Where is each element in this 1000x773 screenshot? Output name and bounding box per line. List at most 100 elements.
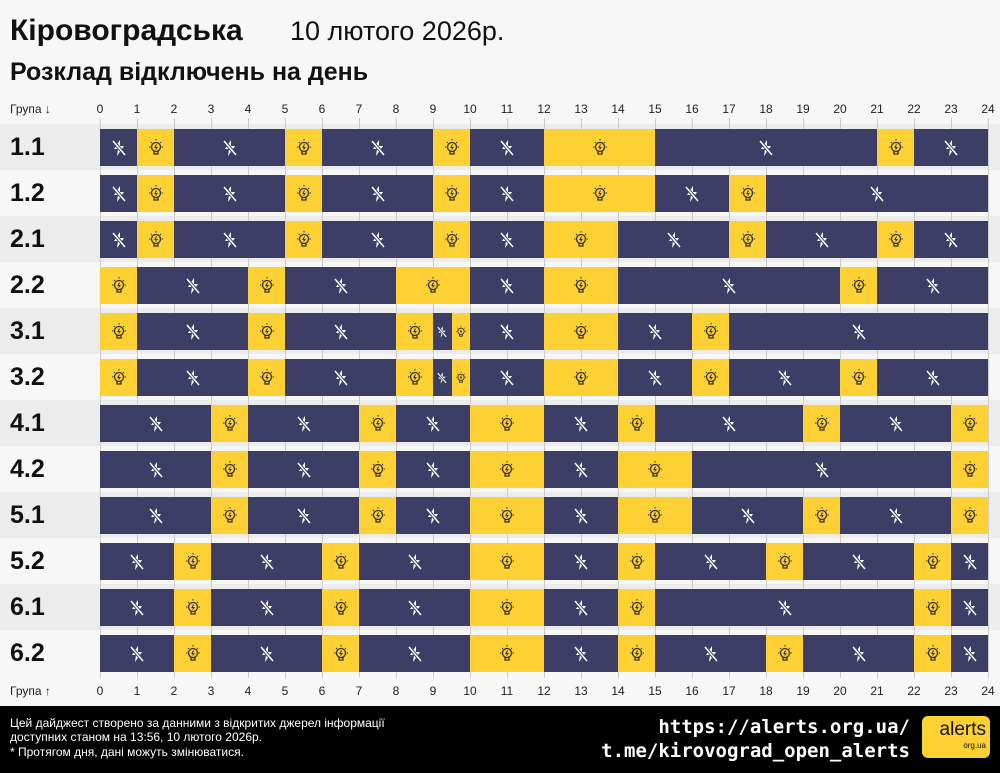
power-off-segment xyxy=(285,359,396,396)
power-off-segment xyxy=(396,451,470,488)
power-off-icon xyxy=(425,507,441,524)
power-on-segment xyxy=(803,405,840,442)
hour-gridline xyxy=(692,118,693,678)
light-bulb-icon xyxy=(777,552,792,569)
power-on-segment xyxy=(451,313,470,350)
power-off-icon xyxy=(777,599,792,616)
hour-tick-top: 7 xyxy=(355,102,363,116)
hour-tick-bottom: 12 xyxy=(537,684,551,698)
power-off-segment xyxy=(211,589,322,626)
power-off-icon xyxy=(962,645,977,662)
power-off-icon xyxy=(573,461,589,478)
light-bulb-icon xyxy=(407,322,422,339)
power-off-segment xyxy=(211,543,322,580)
hour-tick-bottom: 10 xyxy=(463,684,477,698)
group-label: 5.2 xyxy=(10,547,45,575)
light-bulb-icon xyxy=(592,138,607,155)
group-label: 6.2 xyxy=(10,639,45,667)
hour-tick-top: 11 xyxy=(500,102,514,116)
light-bulb-icon xyxy=(222,506,237,523)
power-off-segment xyxy=(544,635,618,672)
power-off-icon xyxy=(943,139,959,156)
hour-tick-bottom: 15 xyxy=(648,684,662,698)
hour-tick-bottom: 8 xyxy=(392,684,400,698)
light-bulb-icon xyxy=(925,552,940,569)
light-bulb-icon xyxy=(592,184,607,201)
power-off-segment xyxy=(396,497,470,534)
power-off-icon xyxy=(296,507,311,524)
power-on-segment xyxy=(285,129,322,166)
hour-tick-bottom: 13 xyxy=(574,684,588,698)
power-off-segment xyxy=(655,405,803,442)
power-off-icon xyxy=(573,645,589,662)
hour-tick-top: 14 xyxy=(611,102,625,116)
power-on-segment xyxy=(470,405,544,442)
power-off-segment xyxy=(914,221,988,258)
hour-gridline xyxy=(285,118,286,678)
power-off-segment xyxy=(359,543,470,580)
power-on-segment xyxy=(137,221,174,258)
power-off-segment xyxy=(655,129,877,166)
light-bulb-icon xyxy=(648,506,662,523)
hour-tick-top: 15 xyxy=(648,102,662,116)
site-link[interactable]: https://alerts.org.ua/ xyxy=(658,716,910,738)
light-bulb-icon xyxy=(629,598,644,615)
light-bulb-icon xyxy=(629,414,644,431)
power-off-icon xyxy=(499,231,515,248)
power-off-icon xyxy=(943,231,959,248)
power-on-segment xyxy=(211,497,248,534)
light-bulb-icon xyxy=(296,230,311,247)
power-off-segment xyxy=(618,267,840,304)
light-bulb-icon xyxy=(777,644,792,661)
hour-tick-top: 24 xyxy=(981,102,995,116)
light-bulb-icon xyxy=(925,598,940,615)
light-bulb-icon xyxy=(629,644,644,661)
hour-tick-top: 22 xyxy=(907,102,921,116)
footer-note: доступних станом на 13:56, 10 лютого 202… xyxy=(10,730,262,744)
telegram-link[interactable]: t.me/kirovograd_open_alerts xyxy=(601,740,910,762)
light-bulb-icon xyxy=(455,325,466,337)
power-off-icon xyxy=(499,323,515,340)
light-bulb-icon xyxy=(851,368,866,385)
power-off-segment xyxy=(285,267,396,304)
power-off-icon xyxy=(499,277,515,294)
power-on-segment xyxy=(914,589,951,626)
power-on-segment xyxy=(692,359,729,396)
power-off-segment xyxy=(803,635,914,672)
hour-gridline xyxy=(433,118,434,678)
power-off-segment xyxy=(655,589,914,626)
hour-gridline xyxy=(359,118,360,678)
power-off-segment xyxy=(470,129,544,166)
power-off-icon xyxy=(437,371,448,384)
power-on-segment xyxy=(618,497,692,534)
power-off-segment xyxy=(137,267,248,304)
power-off-icon xyxy=(814,461,829,478)
power-off-segment xyxy=(100,129,137,166)
power-off-segment xyxy=(285,313,396,350)
light-bulb-icon xyxy=(407,368,422,385)
power-off-segment xyxy=(729,359,840,396)
hour-tick-top: 0 xyxy=(96,102,104,116)
hour-tick-top: 4 xyxy=(244,102,252,116)
hour-tick-top: 10 xyxy=(463,102,477,116)
light-bulb-icon xyxy=(814,506,829,523)
hour-tick-bottom: 3 xyxy=(207,684,215,698)
light-bulb-icon xyxy=(814,414,829,431)
hour-gridline xyxy=(655,118,656,678)
power-on-segment xyxy=(618,451,692,488)
power-off-icon xyxy=(499,185,515,202)
power-on-segment xyxy=(618,543,655,580)
power-off-icon xyxy=(758,139,774,156)
power-off-icon xyxy=(962,599,977,616)
power-off-icon xyxy=(111,231,126,248)
power-on-segment xyxy=(951,451,988,488)
light-bulb-icon xyxy=(500,506,514,523)
hour-tick-top: 9 xyxy=(429,102,437,116)
power-on-segment xyxy=(100,267,137,304)
hour-tick-top: 1 xyxy=(133,102,141,116)
hour-tick-top: 2 xyxy=(170,102,178,116)
light-bulb-icon xyxy=(370,460,385,477)
group-label: 2.1 xyxy=(10,225,45,253)
power-off-segment xyxy=(766,175,988,212)
light-bulb-icon xyxy=(370,506,385,523)
